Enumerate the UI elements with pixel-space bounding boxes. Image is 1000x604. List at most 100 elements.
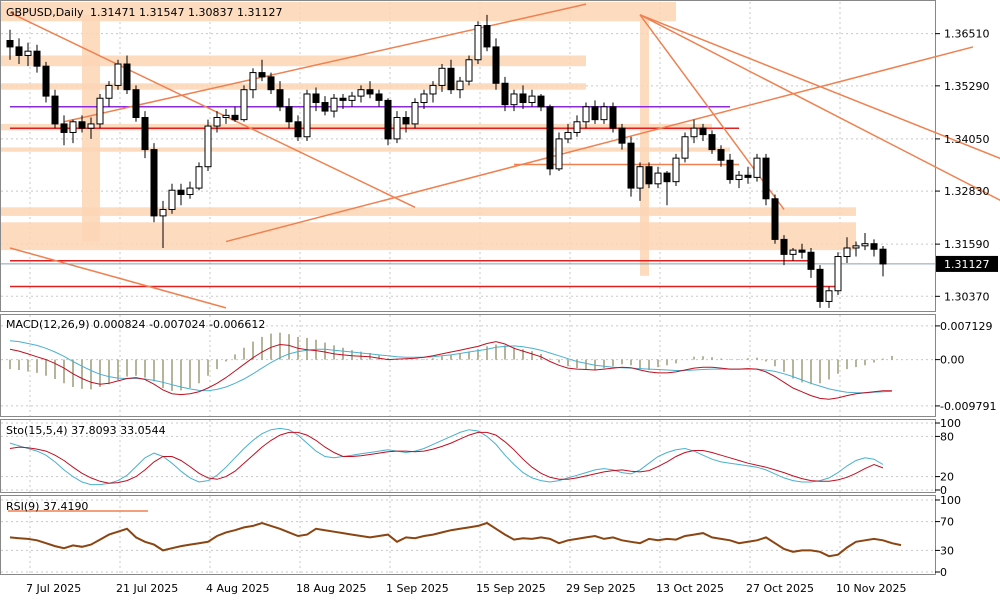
sto-d-line [9, 431, 884, 484]
candle [420, 89, 428, 109]
candle-body-down [15, 46, 23, 56]
candle-body-up [159, 208, 167, 217]
candle-body-up [564, 131, 572, 140]
candle-body-up [834, 256, 842, 292]
rsi-y-tick-label: 100 [940, 494, 961, 507]
x-tick-label: 13 Oct 2025 [656, 582, 724, 595]
drawing-lines-layer [1, 3, 1000, 309]
candle-body-down [402, 117, 410, 125]
candle-body-down [879, 248, 887, 265]
rsi-label: RSI(9) 37.4190 [6, 500, 88, 513]
candle [42, 61, 50, 103]
candle-body-up [555, 138, 563, 170]
candle-body-up [438, 67, 446, 86]
candle-body-up [528, 95, 536, 104]
candle-body-up [465, 59, 473, 82]
candle [744, 166, 752, 184]
candle-body-up [204, 125, 212, 168]
candle-body-down [267, 76, 275, 91]
candle-body-down [78, 121, 86, 129]
candle [780, 235, 788, 266]
candle [627, 136, 635, 197]
sr-zone [1, 2, 676, 22]
candle-body-up [114, 63, 122, 86]
candle-body-down [771, 198, 779, 240]
candle [798, 243, 806, 259]
candle [492, 38, 500, 90]
trend-line [225, 46, 974, 243]
candle [807, 247, 815, 278]
trend-line [63, 3, 587, 123]
candle [6, 29, 14, 60]
candle-body-down [312, 93, 320, 104]
candle [123, 55, 131, 94]
candle-body-up [456, 80, 464, 91]
rsi-panel-frame [0, 495, 936, 575]
candle-body-down [609, 106, 617, 129]
x-tick-label: 18 Aug 2025 [296, 582, 366, 595]
candle-body-down [339, 97, 347, 101]
rsi-y-tick-label: 70 [940, 516, 954, 529]
candle [672, 153, 680, 186]
candle [762, 153, 770, 206]
candle-body-down [177, 189, 185, 196]
candle [231, 106, 239, 122]
candle [771, 194, 779, 244]
x-tick-label: 4 Aug 2025 [206, 582, 269, 595]
candle-body-down [33, 50, 41, 67]
trend-line [639, 14, 1000, 160]
candle-body-up [348, 95, 356, 101]
candles-layer [6, 14, 887, 308]
candle [573, 115, 581, 137]
candle [438, 64, 446, 92]
sr-zone [1, 83, 586, 90]
candle [159, 200, 167, 248]
rsi-y-tick-label: 0 [940, 566, 947, 579]
candle-body-up [510, 93, 518, 106]
chart-title: GBPUSD,Daily [6, 6, 84, 19]
x-tick-label: 15 Sep 2025 [476, 582, 546, 595]
candle [321, 96, 329, 116]
candle [429, 81, 437, 103]
candle-body-up [861, 243, 869, 247]
candle-body-down [123, 63, 131, 91]
candle [330, 93, 338, 118]
macd-y-tick-label: 0.007129 [940, 320, 993, 333]
candle [303, 89, 311, 142]
candle [141, 111, 149, 159]
candle-body-down [591, 106, 599, 121]
candle-body-down [483, 25, 491, 48]
candle-body-down [645, 166, 653, 185]
candle [474, 21, 482, 65]
candle-body-up [195, 166, 203, 189]
candle-body-down [762, 157, 770, 200]
candle [726, 153, 734, 184]
stochastic-layer [9, 427, 884, 486]
macd-panel-frame [0, 314, 936, 417]
sto-y-tick-label: 100 [940, 417, 961, 430]
candle-body-down [447, 67, 455, 91]
x-tick-label: 7 Jul 2025 [26, 582, 81, 595]
candle [789, 247, 797, 261]
candle-body-up [843, 247, 851, 258]
candle [357, 85, 365, 103]
candle [501, 76, 509, 112]
current-price-label: 1.31127 [944, 258, 990, 271]
candle [60, 115, 68, 146]
candle [51, 89, 59, 129]
candle [735, 170, 743, 189]
candle-body-down [798, 249, 806, 253]
candle [870, 239, 878, 257]
candle-body-down [375, 93, 383, 101]
candle [591, 100, 599, 124]
candle-body-down [519, 93, 527, 104]
candle [456, 76, 464, 99]
sr-zone [1, 222, 856, 251]
candle-body-up [240, 89, 248, 121]
candle-body-up [420, 93, 428, 104]
x-tick-label: 27 Oct 2025 [746, 582, 814, 595]
candle [411, 98, 419, 129]
sto-y-tick-label: 80 [940, 430, 954, 443]
sto-y-tick-label: 20 [940, 471, 954, 484]
